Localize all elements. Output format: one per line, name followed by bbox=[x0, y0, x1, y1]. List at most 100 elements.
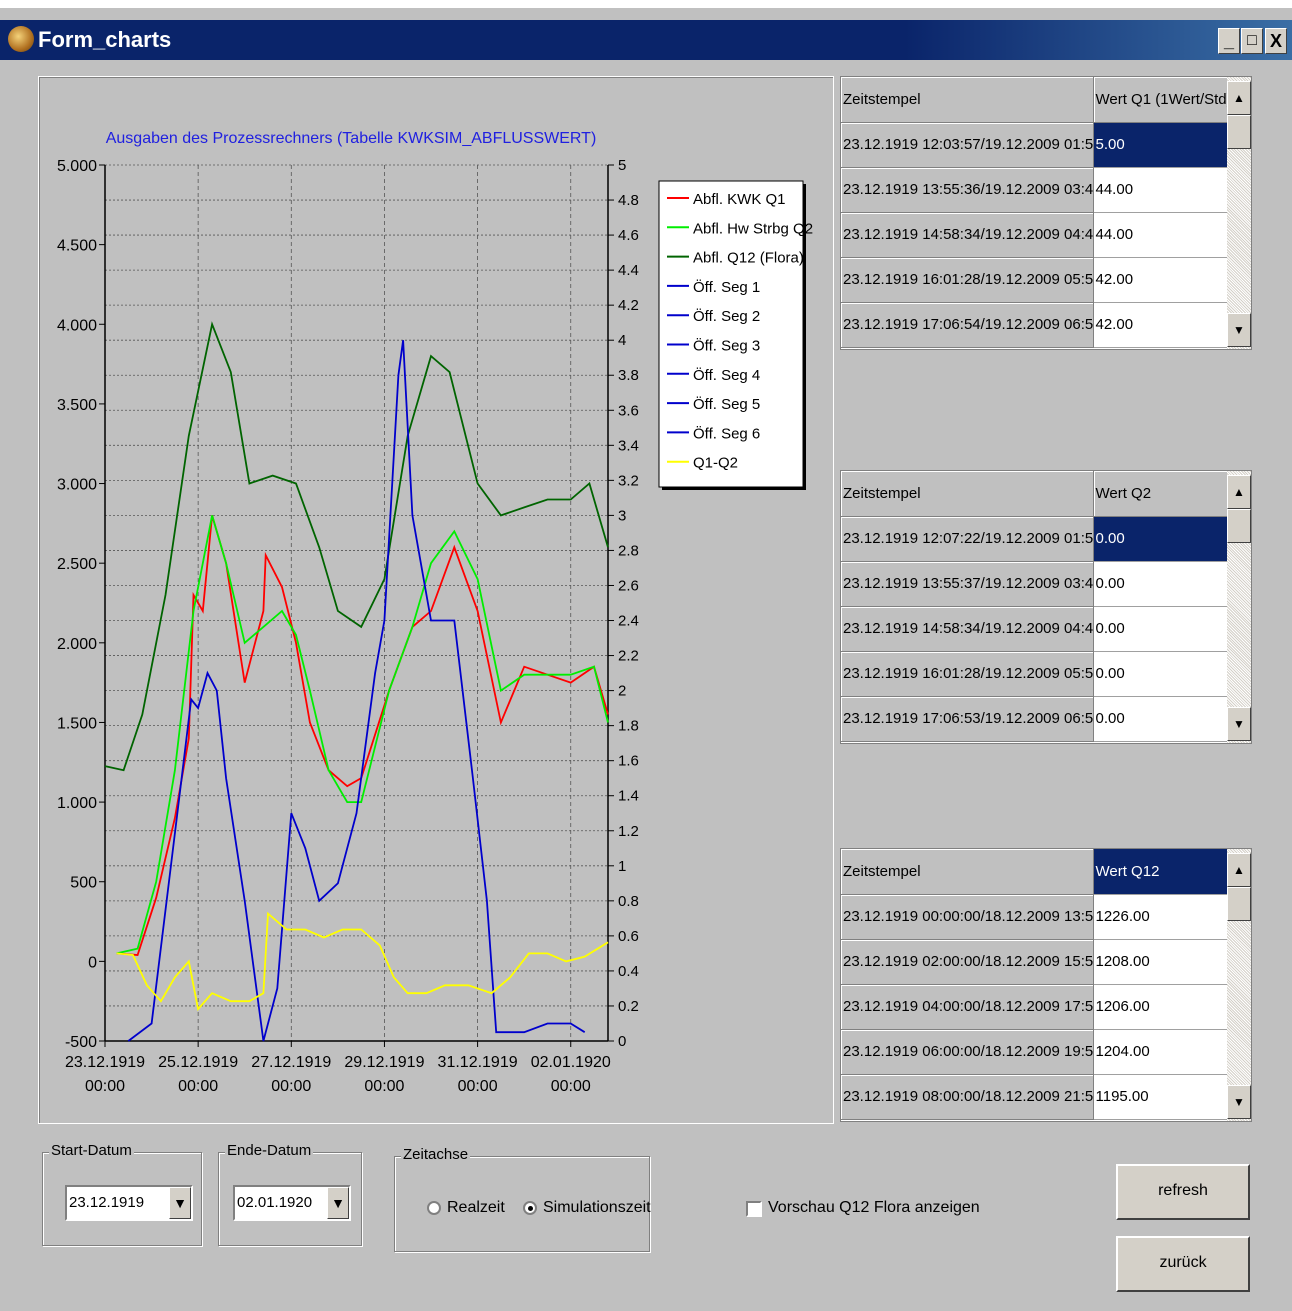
legend-entry: Öff. Seg 3 bbox=[693, 337, 760, 355]
preview-q12-label[interactable]: Vorschau Q12 Flora anzeigen bbox=[768, 1199, 980, 1216]
close-button[interactable]: X bbox=[1265, 28, 1287, 54]
table-row[interactable]: 23.12.1919 17:06:54/19.12.2009 06:57:394… bbox=[841, 302, 1230, 348]
right-tick-label: 2.8 bbox=[618, 542, 639, 559]
table-row[interactable]: 23.12.1919 02:00:00/18.12.2009 15:50:461… bbox=[841, 939, 1230, 985]
minimize-button[interactable]: _ bbox=[1218, 28, 1240, 54]
row-value[interactable]: 44.00 bbox=[1093, 212, 1230, 258]
row-value[interactable]: 5.00 bbox=[1093, 122, 1230, 168]
legend-entry: Öff. Seg 5 bbox=[693, 395, 760, 413]
grid-q12[interactable]: Zeitstempel Wert Q12 23.12.1919 00:00:00… bbox=[840, 848, 1252, 1122]
table-row[interactable]: 23.12.1919 06:00:00/18.12.2009 19:50:461… bbox=[841, 1029, 1230, 1075]
x-tick-label: 00:00 bbox=[271, 1078, 311, 1095]
header-wert-q1[interactable]: Wert Q1 (1Wert/Std) bbox=[1093, 77, 1230, 123]
table-row[interactable]: 23.12.1919 13:55:37/19.12.2009 03:46:230… bbox=[841, 561, 1230, 607]
row-value[interactable]: 0.00 bbox=[1093, 696, 1230, 742]
row-value[interactable]: 1195.00 bbox=[1093, 1074, 1230, 1120]
table-row[interactable]: 23.12.1919 14:58:34/19.12.2009 04:49:200… bbox=[841, 606, 1230, 652]
table-row[interactable]: 23.12.1919 08:00:00/18.12.2009 21:50:461… bbox=[841, 1074, 1230, 1120]
table-row[interactable]: 23.12.1919 16:01:28/19.12.2009 05:52:144… bbox=[841, 257, 1230, 303]
legend-entry: Q1-Q2 bbox=[693, 455, 738, 472]
end-date-combo[interactable]: 02.01.1920 ▼ bbox=[233, 1185, 351, 1221]
row-value[interactable]: 1206.00 bbox=[1093, 984, 1230, 1030]
table-row[interactable]: 23.12.1919 17:06:53/19.12.2009 06:57:390… bbox=[841, 696, 1230, 742]
table-row[interactable]: 23.12.1919 14:58:34/19.12.2009 04:49:204… bbox=[841, 212, 1230, 258]
row-timestamp[interactable]: 23.12.1919 02:00:00/18.12.2009 15:50:46 bbox=[841, 939, 1094, 985]
row-timestamp[interactable]: 23.12.1919 16:01:28/19.12.2009 05:52:14 bbox=[841, 651, 1094, 697]
header-zeitstempel[interactable]: Zeitstempel bbox=[841, 77, 1094, 123]
x-tick-label: 25.12.1919 bbox=[158, 1054, 238, 1071]
series-line bbox=[116, 515, 609, 956]
row-timestamp[interactable]: 23.12.1919 14:58:34/19.12.2009 04:49:20 bbox=[841, 606, 1094, 652]
refresh-button[interactable]: refresh bbox=[1116, 1164, 1250, 1220]
row-value[interactable]: 0.00 bbox=[1093, 561, 1230, 607]
row-timestamp[interactable]: 23.12.1919 00:00:00/18.12.2009 13:50:46 bbox=[841, 894, 1094, 940]
radio-realzeit-label[interactable]: Realzeit bbox=[447, 1199, 505, 1216]
row-value[interactable]: 1226.00 bbox=[1093, 894, 1230, 940]
row-value[interactable]: 1204.00 bbox=[1093, 1029, 1230, 1075]
scroll-thumb[interactable] bbox=[1227, 887, 1251, 921]
header-zeitstempel[interactable]: Zeitstempel bbox=[841, 849, 1094, 895]
table-row[interactable]: 23.12.1919 16:01:28/19.12.2009 05:52:140… bbox=[841, 651, 1230, 697]
right-tick-label: 0.6 bbox=[618, 928, 639, 945]
scroll-thumb[interactable] bbox=[1227, 509, 1251, 543]
series-line bbox=[127, 340, 586, 1042]
table-row[interactable]: 23.12.1919 04:00:00/18.12.2009 17:50:461… bbox=[841, 984, 1230, 1030]
grid-q1[interactable]: Zeitstempel Wert Q1 (1Wert/Std) 23.12.19… bbox=[840, 76, 1252, 350]
scroll-up-icon[interactable]: ▲ bbox=[1227, 853, 1251, 887]
scroll-up-icon[interactable]: ▲ bbox=[1227, 81, 1251, 115]
table-row[interactable]: 23.12.1919 13:55:36/19.12.2009 03:46:224… bbox=[841, 167, 1230, 213]
chevron-down-icon[interactable]: ▼ bbox=[169, 1187, 191, 1219]
window-title: Form_charts bbox=[38, 27, 172, 52]
right-tick-label: 1.2 bbox=[618, 823, 639, 840]
grid-q2[interactable]: Zeitstempel Wert Q2 23.12.1919 12:07:22/… bbox=[840, 470, 1252, 744]
row-timestamp[interactable]: 23.12.1919 16:01:28/19.12.2009 05:52:14 bbox=[841, 257, 1094, 303]
scroll-down-icon[interactable]: ▼ bbox=[1227, 707, 1251, 741]
x-tick-label: 02.01.1920 bbox=[531, 1054, 611, 1071]
header-wert-q2[interactable]: Wert Q2 bbox=[1093, 471, 1230, 517]
radio-simulationszeit[interactable] bbox=[523, 1201, 537, 1215]
scrollbar-q12[interactable]: ▲ ▼ bbox=[1227, 849, 1251, 1121]
row-value[interactable]: 0.00 bbox=[1093, 516, 1230, 562]
table-row[interactable]: 23.12.1919 12:07:22/19.12.2009 01:58:080… bbox=[841, 516, 1230, 562]
row-timestamp[interactable]: 23.12.1919 12:07:22/19.12.2009 01:58:08 bbox=[841, 516, 1094, 562]
row-timestamp[interactable]: 23.12.1919 17:06:53/19.12.2009 06:57:39 bbox=[841, 696, 1094, 742]
row-value[interactable]: 0.00 bbox=[1093, 606, 1230, 652]
start-date-combo[interactable]: 23.12.1919 ▼ bbox=[65, 1185, 193, 1221]
row-timestamp[interactable]: 23.12.1919 13:55:37/19.12.2009 03:46:23 bbox=[841, 561, 1094, 607]
scroll-down-icon[interactable]: ▼ bbox=[1227, 313, 1251, 347]
radio-simulationszeit-label[interactable]: Simulationszeit bbox=[543, 1199, 651, 1216]
row-timestamp[interactable]: 23.12.1919 06:00:00/18.12.2009 19:50:46 bbox=[841, 1029, 1094, 1075]
scroll-thumb[interactable] bbox=[1227, 115, 1251, 149]
row-value[interactable]: 0.00 bbox=[1093, 651, 1230, 697]
chevron-down-icon[interactable]: ▼ bbox=[327, 1187, 349, 1219]
radio-realzeit[interactable] bbox=[427, 1201, 441, 1215]
scroll-up-icon[interactable]: ▲ bbox=[1227, 475, 1251, 509]
header-zeitstempel[interactable]: Zeitstempel bbox=[841, 471, 1094, 517]
row-value[interactable]: 1208.00 bbox=[1093, 939, 1230, 985]
maximize-button[interactable]: □ bbox=[1241, 28, 1263, 54]
scroll-down-icon[interactable]: ▼ bbox=[1227, 1085, 1251, 1119]
table-row[interactable]: 23.12.1919 00:00:00/18.12.2009 13:50:461… bbox=[841, 894, 1230, 940]
row-timestamp[interactable]: 23.12.1919 04:00:00/18.12.2009 17:50:46 bbox=[841, 984, 1094, 1030]
row-timestamp[interactable]: 23.12.1919 08:00:00/18.12.2009 21:50:46 bbox=[841, 1074, 1094, 1120]
right-tick-label: 4.2 bbox=[618, 297, 639, 314]
preview-q12-checkbox[interactable] bbox=[746, 1201, 762, 1217]
row-timestamp[interactable]: 23.12.1919 13:55:36/19.12.2009 03:46:22 bbox=[841, 167, 1094, 213]
scrollbar-q2[interactable]: ▲ ▼ bbox=[1227, 471, 1251, 743]
back-button[interactable]: zurück bbox=[1116, 1236, 1250, 1292]
table-row[interactable]: 23.12.1919 12:03:57/19.12.2009 01:54:435… bbox=[841, 122, 1230, 168]
title-bar[interactable]: Form_charts _ □ X bbox=[0, 20, 1292, 60]
row-value[interactable]: 44.00 bbox=[1093, 167, 1230, 213]
row-timestamp[interactable]: 23.12.1919 17:06:54/19.12.2009 06:57:39 bbox=[841, 302, 1094, 348]
series-line bbox=[116, 911, 609, 1012]
x-tick-label: 27.12.1919 bbox=[251, 1054, 331, 1071]
start-date-value: 23.12.1919 bbox=[69, 1194, 145, 1211]
row-value[interactable]: 42.00 bbox=[1093, 302, 1230, 348]
legend-entry: Öff. Seg 4 bbox=[693, 366, 760, 384]
row-timestamp[interactable]: 23.12.1919 12:03:57/19.12.2009 01:54:43 bbox=[841, 122, 1094, 168]
header-wert-q12[interactable]: Wert Q12 bbox=[1093, 849, 1230, 895]
legend-entry: Abfl. Hw Strbg Q2 bbox=[693, 220, 813, 237]
scrollbar-q1[interactable]: ▲ ▼ bbox=[1227, 77, 1251, 349]
row-timestamp[interactable]: 23.12.1919 14:58:34/19.12.2009 04:49:20 bbox=[841, 212, 1094, 258]
row-value[interactable]: 42.00 bbox=[1093, 257, 1230, 303]
